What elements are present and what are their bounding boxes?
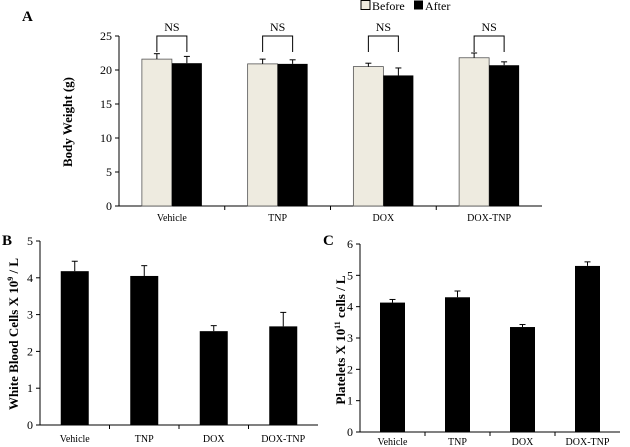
bar-2 — [575, 265, 600, 432]
bar-0 — [171, 63, 202, 207]
significance-bracket-0 — [156, 35, 188, 52]
x-tick-label-1: DOX-TNP — [261, 434, 305, 445]
y-tick-label-0: 20 — [100, 63, 112, 77]
y-tick-label-2: 2 — [347, 362, 353, 376]
x-tick-label-0: DOX — [373, 213, 395, 224]
y-tick-label-2: 0 — [347, 425, 353, 439]
y-axis-label-c-main: Platelets X 10 — [333, 329, 348, 405]
y-tick-label-2: 1 — [347, 394, 353, 408]
significance-bracket-0 — [473, 35, 505, 52]
panel-label-b: B — [2, 233, 12, 249]
x-tick-label-2: DOX — [512, 437, 534, 447]
significance-label-0: NS — [164, 20, 179, 34]
y-axis-label-c: Platelets X 1011 cells / L — [333, 275, 348, 405]
legend-label-after: After — [425, 0, 450, 13]
bar-1 — [199, 331, 228, 425]
y-tick-label-0: 15 — [100, 97, 112, 111]
y-axis-label-c-sup: 11 — [333, 321, 342, 329]
panel-label-c: C — [323, 233, 334, 249]
y-axis-label-b-sup: 9 — [6, 277, 15, 281]
legend-a: Before After — [360, 0, 450, 13]
y-tick-label-1: 2 — [27, 344, 33, 358]
y-axis-label-b-main: White Blood Cells X 10 — [6, 281, 21, 410]
y-axis-label-a: Body Weight (g) — [60, 77, 75, 167]
y-tick-label-0: 25 — [100, 29, 112, 43]
panel-b: B White Blood Cells X 109 / L 0 1 2 3 4 5 Vehi… — [2, 233, 318, 445]
x-tick-label-1: TNP — [135, 434, 154, 445]
panel-label-a: A — [22, 9, 33, 25]
y-tick-label-0: 5 — [106, 165, 112, 179]
y-axis-label-b: White Blood Cells X 109 / L — [6, 258, 21, 410]
bar-2 — [380, 302, 405, 432]
plot-b: 0 1 2 3 4 5 Vehicle TNP DOX DOX-TNP — [27, 234, 318, 445]
x-tick-label-2: Vehicle — [378, 437, 409, 447]
x-tick-label-2: TNP — [448, 437, 467, 447]
significance-label-0: NS — [270, 20, 285, 34]
x-tick-label-1: Vehicle — [60, 434, 91, 445]
panel-c: C Platelets X 1011 cells / L 0 1 2 3 4 5 6 Vehi… — [323, 233, 620, 447]
x-tick-label-2: DOX-TNP — [566, 437, 610, 447]
y-tick-label-1: 5 — [27, 234, 33, 248]
legend-swatch-before — [360, 0, 371, 10]
x-tick-label-0: Vehicle — [157, 213, 188, 224]
bar-0 — [277, 63, 308, 206]
y-tick-label-1: 1 — [27, 381, 33, 395]
y-tick-label-1: 4 — [27, 271, 33, 285]
y-tick-label-0: 10 — [100, 131, 112, 145]
y-tick-label-2: 3 — [347, 331, 353, 345]
y-tick-label-1: 0 — [27, 418, 33, 432]
bar-0 — [352, 66, 384, 207]
bar-0 — [141, 58, 173, 207]
y-tick-label-2: 4 — [347, 300, 353, 314]
legend-label-before: Before — [372, 0, 405, 13]
significance-bracket-0 — [367, 35, 399, 52]
bar-0 — [383, 75, 414, 206]
bar-0 — [489, 65, 520, 207]
panel-a: A Body Weight (g) Before After 0 5 10 15 20 2… — [22, 0, 542, 224]
bar-1 — [130, 275, 159, 425]
y-tick-label-2: 5 — [347, 268, 353, 282]
plot-c: 0 1 2 3 4 5 6 Vehicle TNP DOX DOX-TNP — [347, 237, 620, 447]
bar-2 — [510, 327, 535, 432]
bar-1 — [269, 326, 298, 425]
x-tick-label-0: DOX-TNP — [467, 213, 511, 224]
y-tick-label-1: 3 — [27, 308, 33, 322]
bar-0 — [247, 63, 279, 207]
legend-swatch-after — [414, 0, 423, 10]
y-axis-label-b-tail: / L — [6, 258, 21, 277]
plot-a: 0 5 10 15 20 25 Vehicle TNP DOX DOX-TNP NS NS NS NS — [100, 20, 542, 224]
x-tick-label-1: DOX — [203, 434, 225, 445]
significance-label-0: NS — [481, 20, 496, 34]
x-tick-label-0: TNP — [268, 213, 287, 224]
y-tick-label-2: 6 — [347, 237, 353, 251]
bar-0 — [458, 57, 490, 207]
bar-1 — [60, 271, 89, 425]
bar-2 — [445, 297, 470, 432]
y-axis-label-c-tail: cells / L — [333, 275, 348, 321]
significance-label-0: NS — [376, 20, 391, 34]
significance-bracket-0 — [262, 35, 294, 52]
y-tick-label-0: 0 — [106, 199, 112, 213]
